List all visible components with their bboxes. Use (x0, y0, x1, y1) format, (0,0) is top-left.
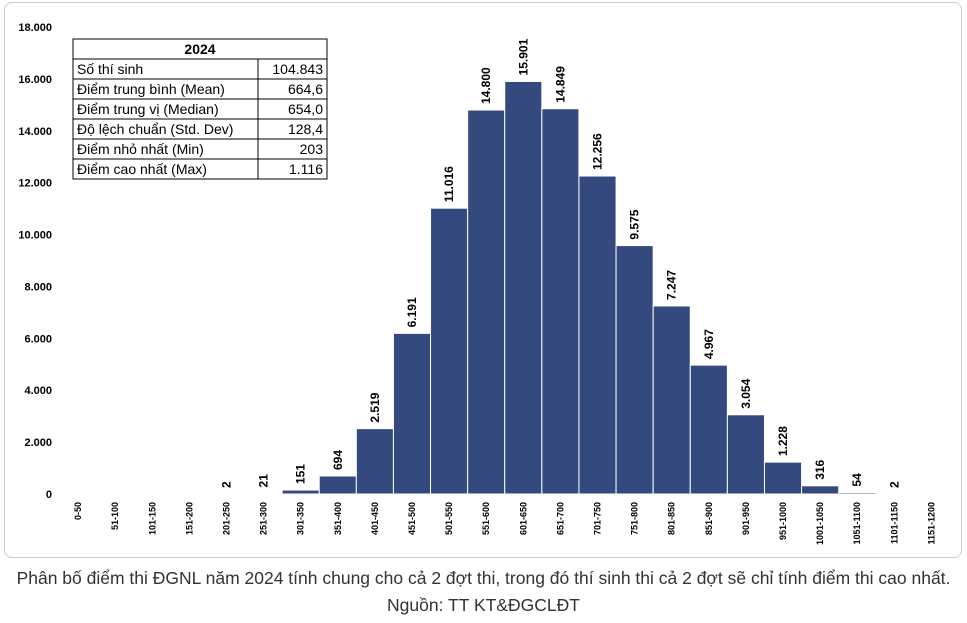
bar (318, 475, 357, 495)
y-tick-label: 2.000 (24, 437, 52, 449)
y-tick-label: 12.000 (18, 178, 52, 190)
x-tick-label: 601-650 (518, 502, 528, 535)
table-value: 664,6 (288, 81, 323, 97)
bar (504, 80, 543, 495)
bar (689, 364, 728, 495)
value-label: 14.849 (553, 66, 567, 103)
bar (355, 428, 394, 495)
value-label: 11.016 (442, 166, 456, 202)
value-label: 2 (887, 481, 901, 488)
bar (763, 461, 803, 495)
x-tick-label: 1151-1200 (926, 502, 936, 545)
y-tick-label: 14.000 (18, 126, 52, 138)
x-tick-label: 851-900 (704, 502, 714, 535)
value-label: 7.247 (665, 270, 679, 300)
y-tick-label: 4.000 (24, 385, 52, 397)
value-label: 694 (331, 450, 345, 470)
x-tick-label: 0-50 (73, 502, 83, 520)
bar (467, 109, 506, 495)
table-value: 104.843 (272, 61, 323, 77)
bar (541, 108, 580, 495)
stats-table (72, 38, 328, 180)
x-tick-label: 251-300 (259, 502, 269, 535)
value-label: 9.575 (628, 209, 642, 239)
value-label: 15.901 (516, 38, 530, 75)
table-label: Điểm trung vị (Median) (77, 101, 219, 117)
value-label: 1.228 (776, 426, 790, 456)
value-label: 6.191 (405, 297, 419, 327)
bar (838, 492, 877, 495)
x-tick-label: 301-350 (296, 502, 306, 535)
table-title: 2024 (184, 41, 215, 57)
value-label: 54 (850, 473, 864, 487)
value-label: 21 (257, 474, 271, 488)
chart: 0 2.000 4.000 6.000 8.000 10.000 12.000 14.000 1… (18, 22, 936, 545)
value-label: 316 (813, 459, 827, 479)
x-tick-label: 801-850 (667, 502, 677, 535)
bar (726, 414, 765, 495)
x-tick-label: 451-500 (407, 502, 417, 535)
value-label: 2 (219, 481, 233, 488)
table-value: 128,4 (288, 121, 323, 137)
y-tick-label: 18.000 (18, 22, 52, 34)
x-tick-label: 951-1000 (778, 502, 788, 540)
value-label: 4.967 (702, 329, 716, 359)
x-tick-label: 551-600 (481, 502, 491, 535)
y-tick-label: 6.000 (24, 333, 52, 345)
table-label: Điểm nhỏ nhất (Min) (77, 141, 204, 157)
x-tick-label: 1101-1150 (889, 502, 899, 544)
x-tick-label: 701-750 (593, 502, 603, 535)
value-label: 3.054 (739, 378, 753, 408)
table-label: Độ lệch chuẩn (Std. Dev) (77, 121, 233, 137)
bar (281, 489, 320, 495)
caption: Phân bố điểm thi ĐGNL năm 2024 tính chun… (16, 568, 951, 615)
x-tick-label: 351-400 (333, 502, 343, 535)
x-tick-label: 751-800 (630, 502, 640, 535)
bar (430, 207, 469, 495)
bar (652, 305, 691, 495)
x-tick-label: 901-950 (741, 502, 751, 535)
y-tick-label: 8.000 (24, 281, 52, 293)
x-tick-label: 1051-1100 (852, 502, 862, 545)
bar (392, 332, 432, 495)
x-tick-label: 501-550 (444, 502, 454, 535)
value-label: 12.256 (591, 133, 605, 170)
value-label: 151 (294, 464, 308, 484)
bar (244, 492, 283, 495)
table-value: 1.116 (289, 161, 323, 177)
y-tick-label: 10.000 (18, 230, 52, 242)
table-label: Điểm cao nhất (Max) (77, 161, 207, 177)
value-label: 14.800 (479, 67, 493, 104)
bar (578, 175, 617, 495)
x-tick-label: 151-200 (184, 502, 194, 535)
x-tick-label: 1001-1050 (815, 502, 825, 545)
table-value: 654,0 (288, 101, 323, 117)
y-tick-label: 0 (46, 489, 52, 501)
value-label: 2.519 (368, 392, 382, 422)
x-tick-label: 201-250 (221, 502, 231, 535)
x-tick-label: 51-100 (110, 502, 120, 530)
x-tick-label: 101-150 (147, 502, 157, 535)
x-tick-label: 401-450 (370, 502, 380, 535)
y-tick-label: 16.000 (18, 74, 52, 86)
table-label: Điểm trung bình (Mean) (77, 81, 225, 97)
x-tick-label: 651-700 (555, 502, 565, 535)
table-label: Số thí sinh (77, 61, 143, 77)
bar (615, 245, 654, 495)
chart-frame (4, 2, 962, 558)
table-value: 203 (300, 141, 324, 157)
bar (801, 485, 840, 495)
